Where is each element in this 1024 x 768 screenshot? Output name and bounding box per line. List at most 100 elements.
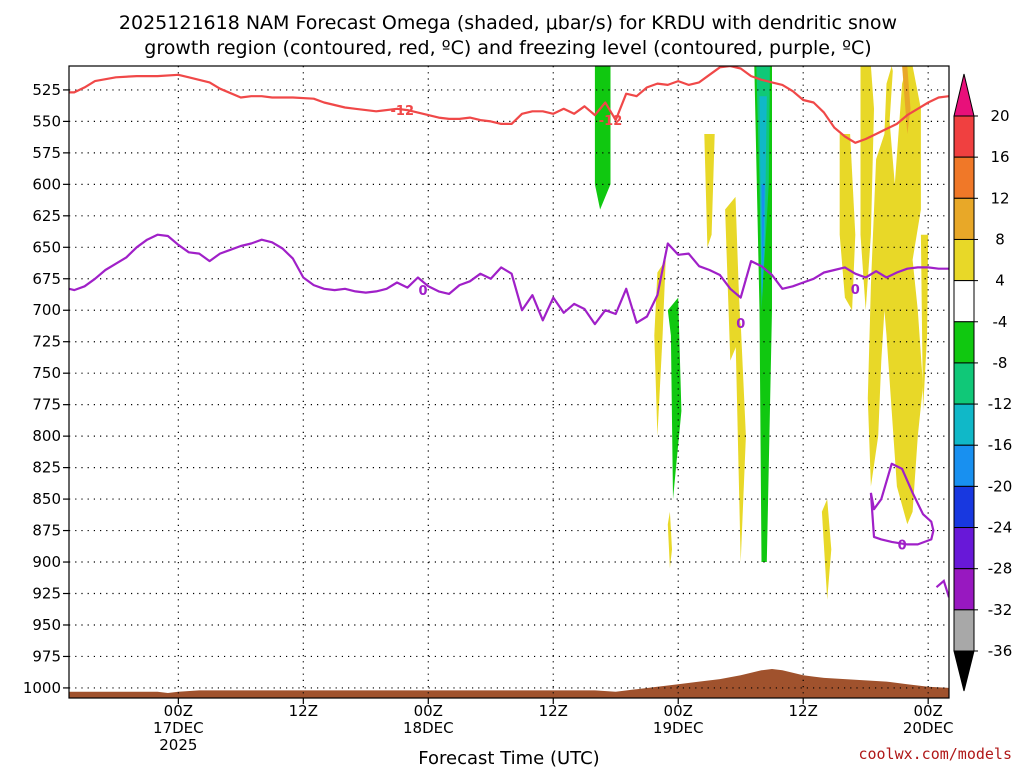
omega-region-23 xyxy=(839,134,856,311)
y-tick-label-725: 725 xyxy=(32,333,61,351)
omega-region-15 xyxy=(704,134,715,248)
omega-region-4 xyxy=(662,310,694,663)
y-tick-label-950: 950 xyxy=(32,616,61,634)
colorbar-band-12 xyxy=(953,609,975,652)
omega-region-22 xyxy=(860,66,874,311)
colorbar-band-8 xyxy=(953,444,975,487)
freezing-level-line xyxy=(69,233,949,326)
y-tick-label-825: 825 xyxy=(32,459,61,477)
omega-region-2 xyxy=(594,66,611,210)
y-tick-label-575: 575 xyxy=(32,144,61,162)
y-tick-label-850: 850 xyxy=(32,490,61,508)
y-tick-label-675: 675 xyxy=(32,270,61,288)
colorbar-band-0 xyxy=(953,115,975,158)
omega-region-7 xyxy=(714,486,726,588)
colorbar-band-3 xyxy=(953,238,975,282)
omega-colorbar: 20 16 12 8 4 -4 -8 -12 -16 -20 -24 -28 -32 -36 xyxy=(953,73,1013,692)
y-tick-label-900: 900 xyxy=(32,553,61,571)
x-tick-label-24-0: 00Z xyxy=(414,702,443,720)
terrain-layer xyxy=(69,669,949,698)
chart-title-line-2: growth region (contoured, red, ºC) and f… xyxy=(144,37,871,59)
colorbar-tick-label-2: 12 xyxy=(990,189,1009,207)
x-tick-label-48-1: 19DEC xyxy=(653,719,704,737)
colorbar-tick-label-6: -8 xyxy=(993,354,1008,372)
colorbar-top-arrow xyxy=(953,73,975,117)
omega-region-21 xyxy=(867,66,923,525)
freezing-level-loop xyxy=(869,462,935,546)
y-tick-label-625: 625 xyxy=(32,207,61,225)
colorbar-band-4 xyxy=(953,280,975,323)
x-tick-label-60-0: 12Z xyxy=(789,702,818,720)
omega-region-20 xyxy=(821,499,832,600)
omega-region-18 xyxy=(735,322,746,562)
omega-region-19 xyxy=(667,511,672,569)
omega-region-5 xyxy=(667,297,682,500)
x-tick-label-72-1: 20DEC xyxy=(903,719,954,737)
freezing-level-label-2: 0 xyxy=(851,283,860,298)
x-tick-label-0-1: 17DEC xyxy=(153,719,204,737)
chart-title-line-1: 2025121618 NAM Forecast Omega (shaded, μ… xyxy=(119,12,897,34)
freezing-level-label-1: 0 xyxy=(736,317,745,332)
x-tick-label-48-0: 00Z xyxy=(664,702,693,720)
grid-layer xyxy=(69,66,949,698)
dendritic-contour-label-0: -12 xyxy=(391,104,415,119)
pressure-axis: 525 550 575 600 625 650 675 700 725 750 775 800 825 8… xyxy=(23,81,69,697)
x-tick-label-0-2: 2025 xyxy=(159,736,197,754)
x-tick-label-36-0: 12Z xyxy=(539,702,568,720)
y-tick-label-600: 600 xyxy=(32,175,61,193)
plot-frame xyxy=(68,65,950,699)
credit-text: coolwx.com/models xyxy=(858,745,1012,763)
omega-region-0 xyxy=(428,66,444,150)
y-tick-label-750: 750 xyxy=(32,364,61,382)
colorbar-band-2 xyxy=(953,197,975,240)
colorbar-band-5 xyxy=(953,321,975,364)
colorbar-tick-label-1: 16 xyxy=(990,148,1009,166)
terrain-fill xyxy=(69,669,949,698)
colorbar-band-11 xyxy=(953,568,975,611)
freezing-level-edge xyxy=(935,578,949,598)
omega-region-14 xyxy=(782,436,793,638)
omega-shading-layer xyxy=(428,66,929,663)
dendritic-contour-label-1: -12 xyxy=(599,114,623,129)
x-tick-label-72-0: 00Z xyxy=(913,702,942,720)
colorbar-tick-label-10: -24 xyxy=(988,519,1013,537)
colorbar-bottom-arrow xyxy=(953,650,975,692)
y-tick-label-800: 800 xyxy=(32,427,61,445)
x-tick-label-24-1: 18DEC xyxy=(403,719,454,737)
y-tick-label-775: 775 xyxy=(32,396,61,414)
colorbar-band-7 xyxy=(953,403,975,446)
colorbar-band-6 xyxy=(953,362,975,405)
colorbar-tick-label-3: 8 xyxy=(995,230,1005,248)
colorbar-band-1 xyxy=(953,156,975,199)
colorbar-band-9 xyxy=(953,485,975,529)
omega-region-24 xyxy=(902,66,911,134)
omega-region-13 xyxy=(761,184,765,298)
dendritic-contour-line xyxy=(69,66,949,144)
y-tick-label-1000: 1000 xyxy=(23,679,61,697)
omega-region-17 xyxy=(654,259,666,437)
y-tick-label-925: 925 xyxy=(32,585,61,603)
y-tick-label-525: 525 xyxy=(32,81,61,99)
freezing-loop-label: 0 xyxy=(898,538,907,553)
y-tick-label-875: 875 xyxy=(32,522,61,540)
y-tick-label-550: 550 xyxy=(32,112,61,130)
colorbar-tick-label-11: -28 xyxy=(988,560,1013,578)
omega-region-25 xyxy=(920,234,929,411)
y-tick-label-650: 650 xyxy=(32,238,61,256)
colorbar-tick-label-5: -4 xyxy=(993,313,1008,331)
colorbar-tick-label-9: -20 xyxy=(988,477,1013,495)
colorbar-tick-label-0: 20 xyxy=(990,107,1009,125)
x-axis-label: Forecast Time (UTC) xyxy=(418,748,599,768)
y-tick-label-975: 975 xyxy=(32,647,61,665)
colorbar-tick-label-7: -12 xyxy=(988,395,1013,413)
freezing-level-label-0: 0 xyxy=(419,284,428,299)
colorbar-tick-label-13: -36 xyxy=(988,642,1013,660)
y-tick-label-700: 700 xyxy=(32,301,61,319)
contour-layer: -12 -12 0 0 0 0 xyxy=(69,66,949,598)
x-tick-label-0-0: 00Z xyxy=(164,702,193,720)
colorbar-band-10 xyxy=(953,527,975,570)
omega-region-6 xyxy=(688,196,715,474)
colorbar-tick-label-12: -32 xyxy=(988,601,1013,619)
